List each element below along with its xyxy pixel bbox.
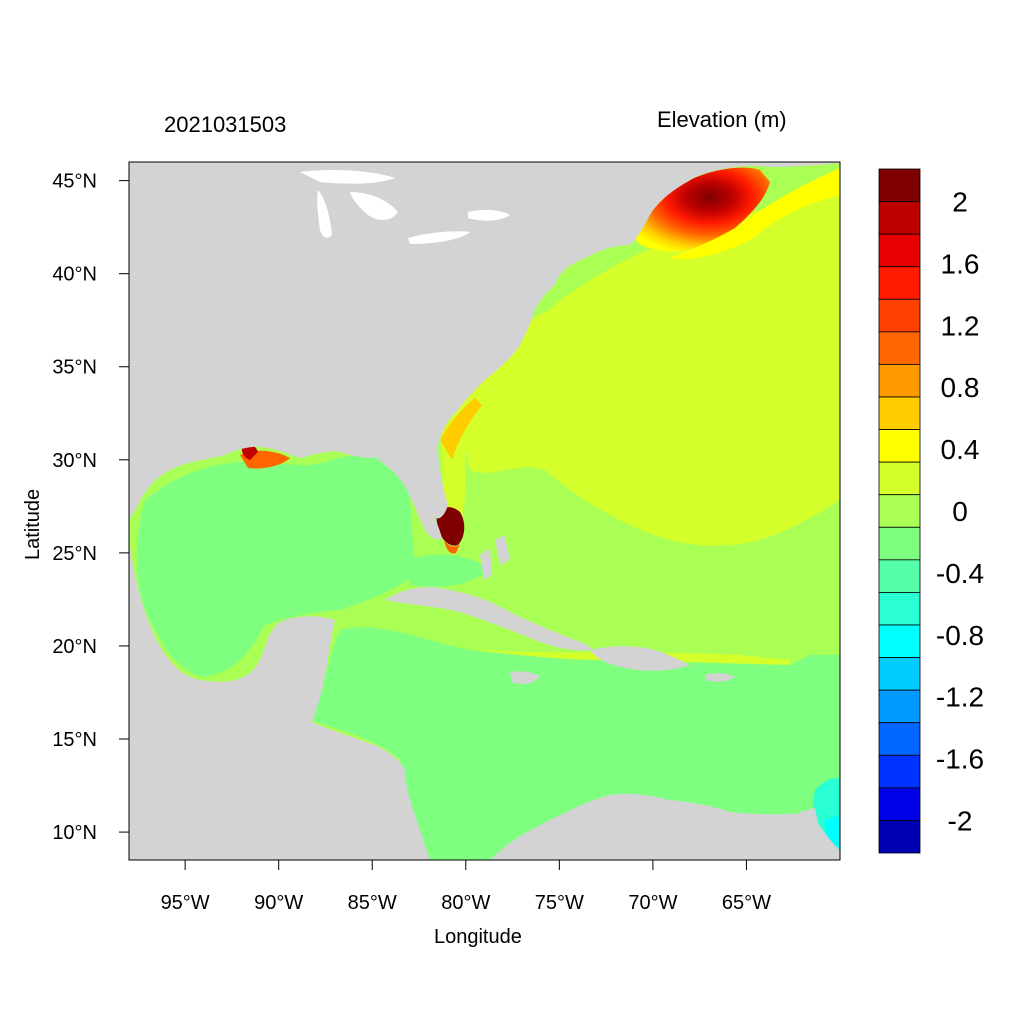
florida-land: [375, 457, 442, 540]
colorbar-label: -1.6: [936, 744, 984, 775]
south-america-land: [490, 793, 840, 860]
y-ticks: 45°N 40°N 35°N 30°N 25°N 20°N 15°N 10°N: [52, 171, 129, 844]
jamaica-land: [510, 671, 540, 684]
plot-frame: [128, 161, 841, 861]
y-tick-label: 25°N: [52, 543, 97, 565]
colorbar-swatch: [878, 820, 921, 854]
colorbar-swatch: [878, 722, 921, 756]
colorbar-label: 1.6: [941, 248, 980, 279]
colorbar-label: 2: [952, 187, 968, 218]
chart-title: 2021031503: [164, 112, 287, 137]
florida-surge-rim: [444, 540, 460, 554]
carolina-coast-surge: [440, 398, 482, 460]
andros-island: [480, 548, 492, 580]
colorbar-label: 0.4: [941, 434, 980, 465]
colorbar-swatch: [878, 526, 921, 561]
colorbar: 2 1.6 1.2 0.8 0.4 0 -0.4 -0.8 -1.2 -1.6 -2: [878, 168, 984, 854]
colorbar-swatch: [878, 168, 921, 202]
x-tick-label: 85°W: [348, 892, 397, 914]
gulf-of-mexico-field: [136, 454, 415, 677]
colorbar-swatch: [878, 233, 921, 268]
colorbar-label: -2: [948, 805, 973, 836]
colorbar-swatch: [878, 331, 921, 365]
colorbar-label: -0.8: [936, 620, 984, 651]
colorbar-label: 0: [952, 496, 968, 527]
variable-title: Elevation (m): [657, 107, 787, 132]
colorbar-swatch: [878, 201, 921, 235]
lake-ontario: [468, 209, 510, 221]
great-lakes: [300, 170, 510, 244]
x-tick-label: 95°W: [161, 892, 210, 914]
puerto-rico-land: [705, 673, 735, 682]
colorbar-label: 0.8: [941, 372, 980, 403]
colorbar-label: -0.4: [936, 558, 984, 589]
map-field: [129, 162, 840, 860]
lake-erie: [408, 231, 470, 244]
colorbar-label: 1.2: [941, 310, 980, 341]
shelf-surge: [670, 168, 840, 260]
colorbar-swatch: [878, 559, 921, 593]
colorbar-label: -1.2: [936, 682, 984, 713]
y-tick-label: 35°N: [52, 357, 97, 379]
colorbar-swatch: [878, 429, 921, 463]
colorbar-swatch: [878, 364, 921, 398]
x-ticks: 95°W 90°W 85°W 80°W 75°W 70°W 65°W: [161, 860, 771, 914]
y-tick-label: 30°N: [52, 450, 97, 472]
lake-huron: [350, 192, 398, 220]
y-tick-label: 15°N: [52, 729, 97, 751]
colorbar-swatch: [878, 461, 921, 496]
caribbean-field: [310, 627, 840, 860]
colorbar-swatch: [878, 624, 921, 658]
florida-straits-field: [405, 554, 490, 587]
colorbar-swatch: [878, 754, 921, 789]
x-tick-label: 90°W: [254, 892, 303, 914]
x-tick-label: 65°W: [722, 892, 771, 914]
trinidad-island: [800, 808, 818, 826]
florida-surge: [436, 507, 465, 546]
colorbar-swatch: [878, 657, 921, 691]
colorbar-swatch: [878, 494, 921, 528]
x-axis-label: Longitude: [434, 926, 522, 948]
colorbar-swatch: [878, 787, 921, 821]
x-tick-label: 80°W: [441, 892, 490, 914]
y-tick-label: 10°N: [52, 822, 97, 844]
gulf-of-maine-surge: [635, 167, 770, 252]
bahamas-island: [495, 535, 510, 565]
colorbar-swatch: [878, 298, 921, 333]
lake-superior: [300, 170, 395, 184]
x-tick-label: 70°W: [628, 892, 677, 914]
louisiana-surge-core: [241, 444, 258, 460]
cuba-land: [385, 587, 592, 651]
y-tick-label: 20°N: [52, 636, 97, 658]
colorbar-swatch: [878, 266, 921, 300]
mexico-land: [129, 540, 430, 860]
y-tick-label: 45°N: [52, 171, 97, 193]
y-tick-label: 40°N: [52, 264, 97, 286]
sargasso-field: [460, 190, 840, 546]
colorbar-swatch: [878, 689, 921, 724]
lake-michigan: [317, 190, 332, 238]
colorbar-swatch: [878, 396, 921, 430]
hispaniola-land: [590, 646, 690, 671]
north-america-land: [129, 162, 840, 520]
colorbar-swatch: [878, 592, 921, 626]
islands: [480, 535, 818, 826]
land: [129, 162, 840, 860]
shelf-field: [440, 240, 700, 520]
x-tick-label: 75°W: [535, 892, 584, 914]
